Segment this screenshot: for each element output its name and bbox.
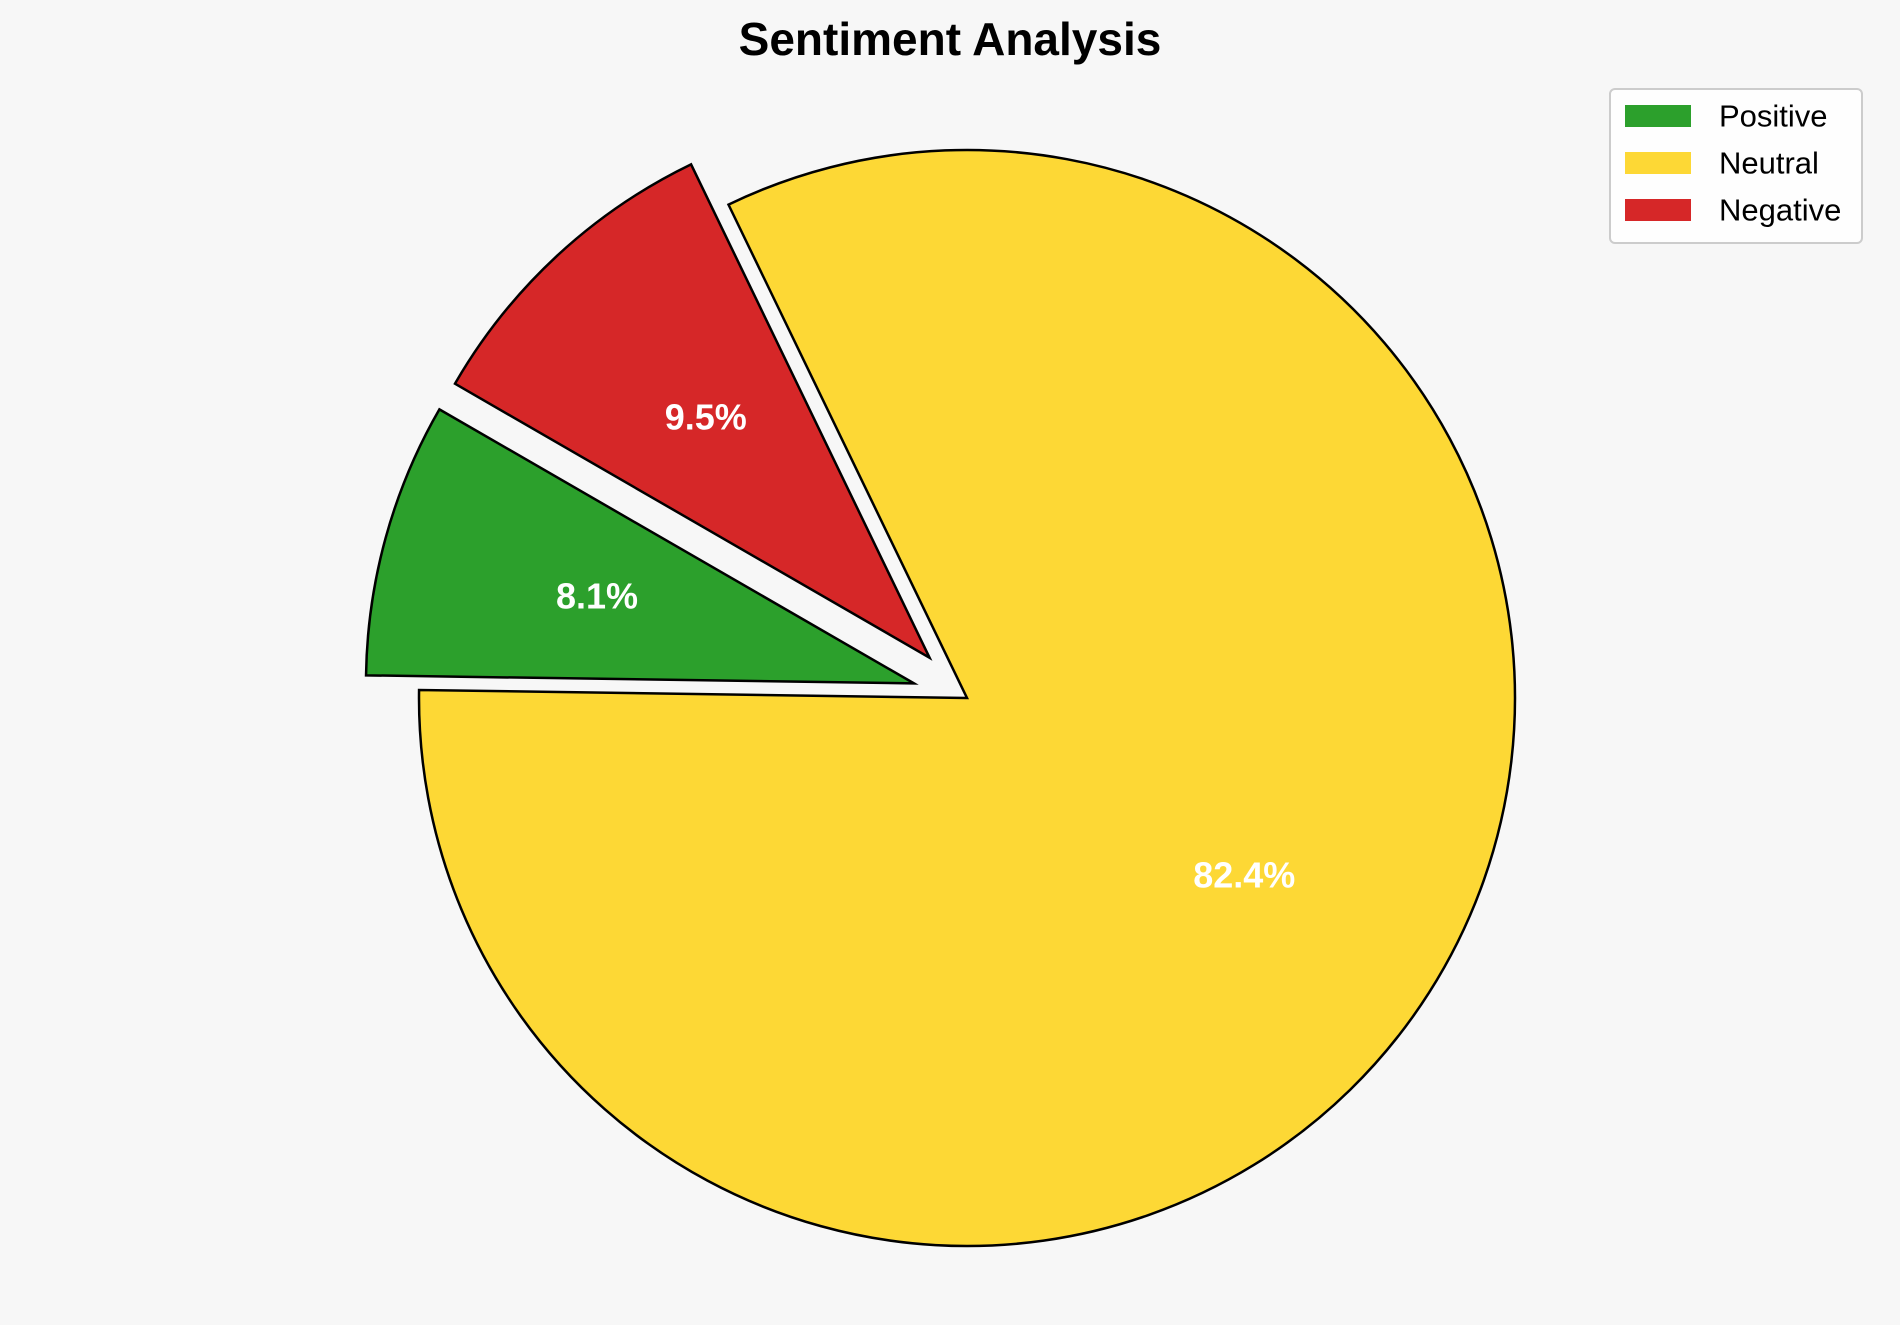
legend-swatch-negative [1625,199,1691,221]
pie-slice-neutral [417,148,1517,1248]
pie-slice-negative [453,162,933,661]
legend-swatch-positive [1625,105,1691,127]
legend-swatch-neutral [1625,152,1691,174]
slice-label-negative: 9.5% [665,396,747,437]
slice-label-neutral: 82.4% [1193,854,1295,895]
legend-label-positive: Positive [1719,99,1828,134]
slice-label-positive: 8.1% [556,575,638,616]
pie-slice-labels: 8.1% 82.4% 9.5% [556,396,1295,895]
legend-label-negative: Negative [1719,193,1841,228]
pie-slices [364,148,1517,1248]
chart-title: Sentiment Analysis [739,13,1162,65]
pie-slice-positive [364,407,919,685]
legend-label-neutral: Neutral [1719,146,1819,181]
legend: Positive Neutral Negative [1609,88,1863,244]
